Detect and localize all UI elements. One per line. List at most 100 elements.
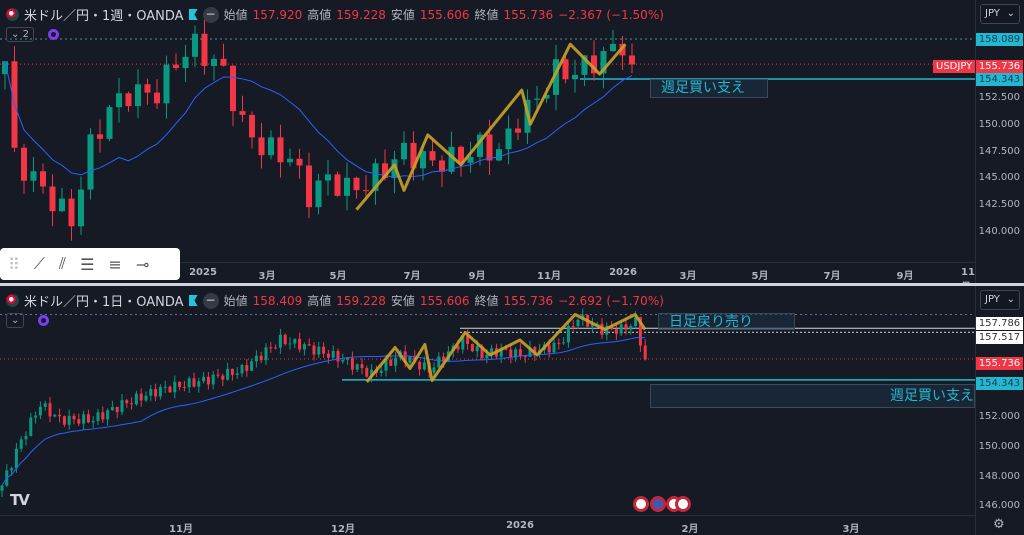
candle-body [334,174,341,196]
candle-body [344,177,350,196]
candle-body [173,64,179,69]
horizontal-lines-tool-icon[interactable]: ≡ [108,254,122,274]
us-event-icon[interactable] [650,496,666,512]
high-key: 高値 [307,294,332,308]
symbol-tag: USDJPY [933,60,976,73]
indicator-icon[interactable] [38,315,50,326]
bookmark-icon[interactable] [188,295,198,306]
collapse-button[interactable]: − [202,6,219,23]
time-tick: 11月 [169,524,193,535]
candle-body [293,338,297,344]
weekly-candles[interactable] [0,0,975,262]
candle-body [504,348,508,350]
time-tick: 9月 [468,271,486,282]
candle-body [619,324,623,334]
candle-body [543,94,550,99]
candle-body [78,189,84,227]
jp-event-icon[interactable] [633,496,649,512]
tradingview-logo[interactable]: TV [10,491,30,509]
currency-select[interactable]: JPY ⌄ [980,4,1020,24]
candle-body [408,356,412,363]
time-axis[interactable]: 11月 12月 2026 2月 3月 [0,515,975,535]
candle-body [518,349,522,357]
time-tick: 2026 [609,267,637,278]
candle-body [254,355,258,362]
indicator-icon[interactable] [47,29,59,40]
indicators-toggle[interactable]: ⌄ [6,313,25,328]
candle-body [610,43,616,52]
candle-body [336,350,340,362]
candle-body [116,93,122,108]
us-event-icon[interactable] [675,496,691,512]
price-axis[interactable]: JPY ⌄ 152.000 150.000 148.000 146.000 157… [975,286,1024,535]
candle-body [448,146,455,172]
candle-body [19,439,23,449]
weekly-support-note[interactable]: 週足買い支え [650,384,975,408]
candle-body [458,146,464,163]
candle-body [467,156,474,163]
candle-body [514,349,518,358]
candle-body [389,359,393,366]
candle-body [72,415,76,420]
candle-body [432,367,436,373]
candle-body [322,346,326,354]
candle-body [634,317,638,327]
weekly-support-note[interactable]: 週足買い支え [650,79,768,98]
time-tick: 3月 [679,271,697,282]
candle-body [86,414,90,423]
candle-body [547,344,551,353]
symbol-title[interactable]: 米ドル／円・1週・OANDA [24,9,184,24]
candle-body [258,137,265,156]
daily-sell-note[interactable]: 日足戻り売り [658,313,795,330]
candle-body [353,177,360,191]
fib-retracement-tool-icon[interactable]: ☰ [80,254,95,274]
pane-separator[interactable] [0,283,1024,286]
price-axis[interactable]: JPY ⌄ 152.500 150.000 147.500 145.000 142… [975,0,1024,283]
candle-body [456,345,460,350]
daily-chart-pane[interactable]: 米ドル／円・1日・OANDA − 始値 158.409 高値 159.228 安値 1… [0,286,1024,535]
candle-body [91,420,95,423]
price-tick: 142.500 [978,199,1020,210]
candle-body [355,364,359,370]
candle-body [245,365,249,371]
candle-body [144,84,151,93]
drag-handle-icon[interactable]: ⠿ [8,254,20,274]
horizontal-ray-tool-icon[interactable]: ⊸ [135,254,150,274]
candle-body [264,347,268,361]
settings-gear-icon[interactable]: ⚙ [993,517,1005,532]
daily-candles[interactable] [0,286,975,515]
candle-body [350,357,354,370]
parallel-channel-tool-icon[interactable]: ⫽ [58,254,67,273]
candle-body [437,356,441,368]
change-value: −2.367 (−1.50%) [558,7,664,22]
low-key: 安値 [390,294,415,308]
candle-body [317,346,321,355]
candle-body [562,342,566,344]
time-tick: 12月 [331,524,355,535]
open-key: 始値 [223,8,248,22]
collapse-button[interactable]: − [202,292,219,309]
candle-body [97,134,103,139]
bookmark-icon[interactable] [188,9,198,20]
resistance-label-2: 157.517 [976,331,1023,344]
price-tick: 148.000 [978,471,1020,482]
symbol-title[interactable]: 米ドル／円・1日・OANDA [24,295,184,310]
currency-select[interactable]: JPY ⌄ [980,290,1020,310]
trend-line-tool-icon[interactable]: ⟋ [33,254,45,273]
indicators-toggle[interactable]: ⌄ 2 [6,27,34,42]
usd-jpy-flag-icon [6,294,19,307]
weekly-chart-pane[interactable]: 米ドル／円・1週・OANDA − 始値 157.920 高値 159.228 安値 1… [0,0,1024,293]
candle-body [466,335,470,344]
candle-body [24,436,28,440]
candle-body [68,198,75,227]
candle-body [2,61,8,75]
indicator-count: 2 [22,29,29,40]
candle-body [201,33,208,66]
candle-body [230,65,236,112]
candle-body [509,349,513,358]
time-axis[interactable]: 20253月5月7月9月11月20263月5月7月9月11月 [0,262,975,293]
zigzag-drawing [365,313,647,383]
high-key: 高値 [307,8,332,22]
candle-body [43,403,47,407]
low-key: 安値 [390,8,415,22]
